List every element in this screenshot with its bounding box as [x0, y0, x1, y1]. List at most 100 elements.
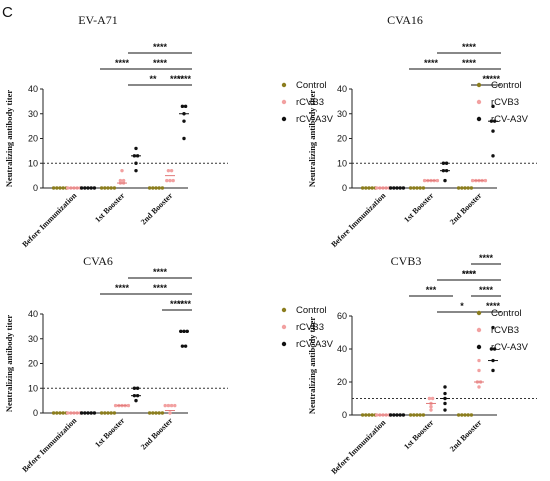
x-category-label: 2nd Booster — [139, 191, 175, 227]
data-point-rcv-a3v — [135, 386, 140, 390]
significance-label: **** — [177, 74, 192, 84]
data-point-rcv-a3v — [443, 408, 447, 412]
data-point-rcvb3 — [169, 168, 174, 173]
data-point-rcvb3 — [483, 178, 488, 183]
data-point-rcv-a3v — [491, 368, 495, 373]
y-tick-label: 0 — [342, 410, 347, 420]
significance-label: **** — [462, 269, 477, 279]
significance-label: **** — [115, 58, 130, 68]
significance-label: *** — [426, 285, 437, 295]
significance-label: **** — [462, 269, 477, 279]
data-point-rcvb3 — [169, 403, 174, 408]
y-tick-label: 20 — [337, 377, 347, 387]
significance-label: **** — [462, 42, 477, 52]
y-tick-label: 0 — [342, 183, 347, 193]
legend-label: rCV-A3V — [491, 342, 529, 353]
data-point-rcv-a3v — [443, 385, 447, 389]
significance-label: **** — [424, 58, 439, 68]
data-point-rcv-a3v — [444, 161, 449, 165]
figure-label: C — [2, 4, 13, 21]
data-point-rcv-a3v — [134, 146, 138, 151]
data-point-rcvb3 — [470, 178, 475, 183]
chart-panel-ev-a71: EV-A71 Neutralizing antibody titer 0 10 20 30… — [4, 13, 334, 249]
data-point-rcvb3 — [168, 178, 172, 183]
data-point-rcv-a3v — [401, 413, 406, 417]
legend-marker-rcvb3 — [476, 327, 482, 333]
data-point-rcv-a3v — [134, 161, 138, 165]
x-category-label: 1st Booster — [93, 416, 127, 450]
legend-label: rCVB3 — [296, 322, 324, 333]
data-point-control — [469, 186, 474, 190]
data-point-rcv-a3v — [401, 186, 406, 190]
data-point-rcvb3 — [166, 403, 171, 408]
legend-label: rCVB3 — [491, 97, 519, 108]
significance-label: **** — [479, 285, 494, 295]
y-tick-label: 60 — [337, 311, 347, 321]
x-category-label: Before Immunization — [20, 416, 78, 474]
data-point-rcv-a3v — [134, 168, 138, 173]
data-point-rcv-a3v — [182, 119, 186, 123]
x-category-label: Before Immunization — [20, 191, 78, 249]
data-point-rcvb3 — [173, 403, 177, 408]
data-point-rcvb3 — [422, 178, 427, 183]
data-point-rcv-a3v — [491, 154, 495, 158]
data-point-control — [112, 186, 117, 190]
data-point-rcv-a3v — [132, 386, 137, 390]
y-axis-label: Neutralizing antibody titer — [4, 90, 14, 187]
data-point-rcvb3 — [65, 186, 70, 190]
y-axis-label: Neutralizing antibody titer — [307, 317, 317, 414]
data-point-rcvb3 — [429, 408, 433, 412]
data-point-rcv-a3v — [491, 104, 495, 109]
legend-label: rCV-A3V — [491, 114, 529, 125]
data-point-rcvb3 — [427, 396, 432, 401]
data-point-control — [469, 413, 474, 417]
x-category-label: 2nd Booster — [448, 191, 484, 227]
x-category-label: 2nd Booster — [448, 418, 484, 454]
data-point-control — [421, 186, 426, 190]
data-point-rcvb3 — [166, 168, 171, 173]
data-point-rcv-a3v — [443, 401, 447, 406]
data-point-rcvb3 — [65, 411, 70, 415]
y-tick-label: 40 — [337, 344, 347, 354]
data-point-rcvb3 — [120, 168, 124, 173]
significance-label: **** — [177, 299, 192, 309]
data-point-rcvb3 — [171, 178, 175, 183]
data-point-control — [147, 186, 152, 190]
x-category-label: 1st Booster — [402, 191, 436, 225]
legend-marker-rcv-a3v — [476, 116, 482, 122]
y-tick-label: 20 — [28, 134, 38, 144]
legend-marker-control — [476, 82, 482, 88]
data-point-rcvb3 — [163, 403, 167, 408]
data-point-rcvb3 — [477, 385, 481, 389]
significance-label: **** — [462, 58, 477, 68]
legend-marker-rcv-a3v — [476, 344, 482, 350]
data-point-rcv-a3v — [443, 178, 447, 183]
legend-label: Control — [491, 308, 522, 319]
x-category-label: 2nd Booster — [139, 416, 175, 452]
y-tick-label: 30 — [28, 334, 38, 344]
data-point-rcv-a3v — [491, 129, 495, 133]
significance-label: **** — [153, 283, 168, 293]
data-point-rcvb3 — [477, 358, 481, 363]
significance-label: **** — [486, 74, 501, 84]
chart-title: EV-A71 — [78, 13, 118, 27]
data-point-rcv-a3v — [489, 347, 494, 351]
y-tick-label: 40 — [28, 309, 38, 319]
data-point-rcv-a3v — [180, 344, 185, 348]
data-point-rcv-a3v — [443, 391, 447, 396]
legend-marker-rcvb3 — [281, 324, 287, 330]
legend-label: Control — [296, 80, 327, 91]
data-point-rcv-a3v — [388, 413, 393, 417]
data-point-rcv-a3v — [183, 104, 188, 109]
data-point-rcvb3 — [374, 186, 379, 190]
chart-panel-cvb3: CVB3 Neutralizing antibody titer 0 20 40 60 Be… — [307, 253, 537, 476]
data-point-rcvb3 — [121, 178, 126, 183]
y-tick-label: 20 — [28, 359, 38, 369]
data-point-control — [160, 186, 165, 190]
x-category-label: Before Immunization — [329, 191, 387, 249]
y-tick-label: 0 — [33, 183, 38, 193]
x-category-label: 1st Booster — [402, 418, 436, 452]
legend-marker-control — [281, 307, 287, 313]
legend-marker-rcv-a3v — [281, 116, 287, 122]
data-point-rcv-a3v — [79, 411, 84, 415]
